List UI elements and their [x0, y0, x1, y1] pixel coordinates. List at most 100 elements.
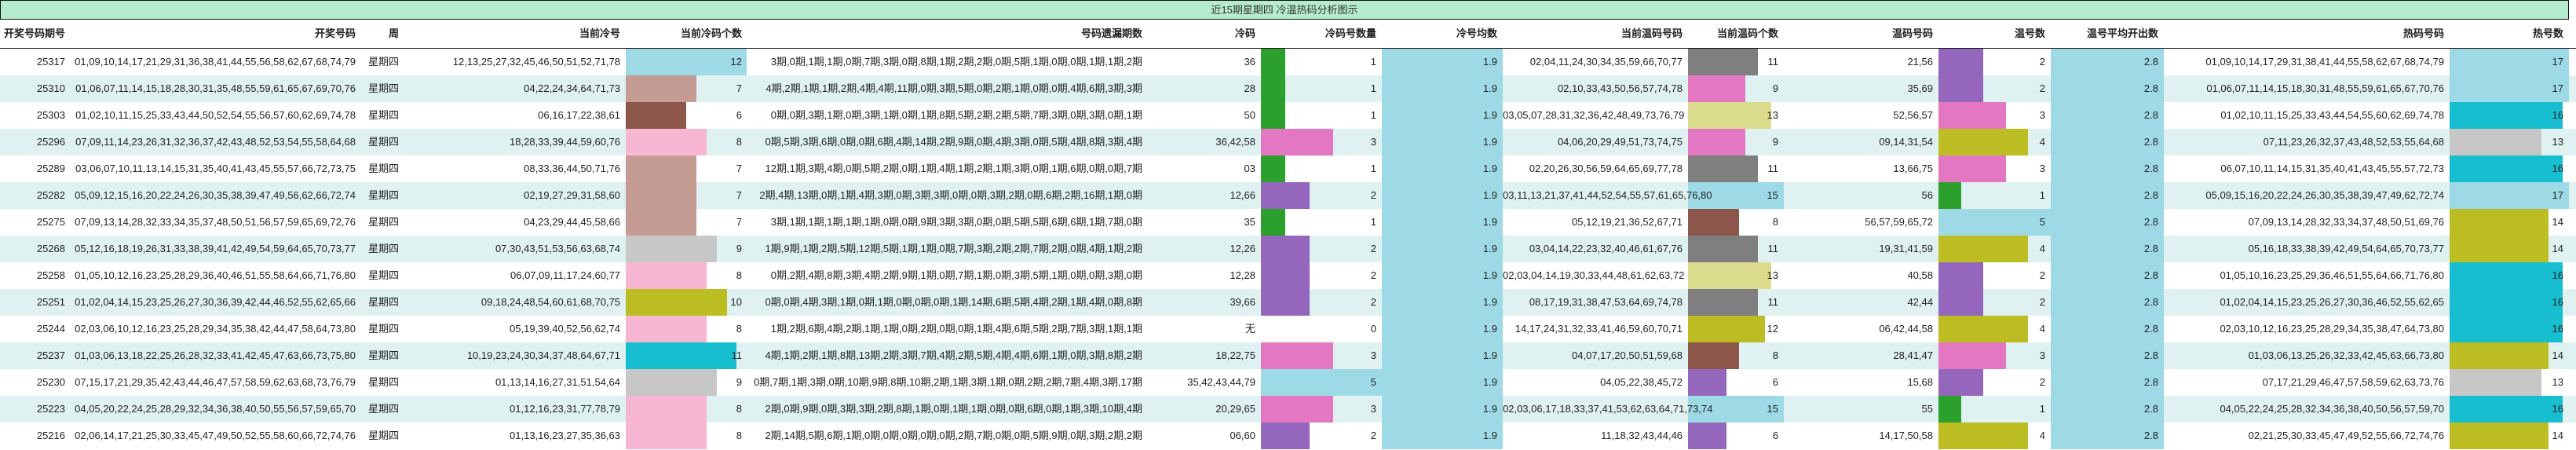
cold-numbers-cell: 09,18,24,48,54,60,61,68,70,75 — [404, 289, 626, 316]
weekday-cell: 星期四 — [361, 262, 404, 289]
warm-count-value: 11 — [1767, 296, 1779, 308]
warm-avg-cell: 2.8 — [2051, 236, 2164, 262]
warm-avg-cell: 2.8 — [2051, 396, 2164, 423]
warm-count-bar — [1688, 289, 1758, 316]
warm-code-count-value: 4 — [2039, 430, 2045, 441]
issue-value: 25230 — [36, 376, 65, 388]
hot-numbers-cell: 07,17,21,29,46,47,57,58,59,62,63,73,76 — [2164, 369, 2450, 396]
hot-count-cell: 16 — [2450, 396, 2569, 423]
cold-code-count-value: 1 — [1370, 216, 1376, 228]
cold-code-count-value: 3 — [1370, 136, 1376, 148]
cold-code-count-cell: 5 — [1261, 369, 1382, 396]
cold-avg-cell: 1.9 — [1382, 262, 1503, 289]
issue-cell: 25317 — [0, 49, 71, 75]
warm-code-count-cell: 2 — [1938, 75, 2051, 102]
cold-numbers-value: 01,13,14,16,27,31,51,54,64 — [495, 376, 620, 388]
cold-numbers-cell: 12,13,25,27,32,45,46,50,51,52,71,78 — [404, 49, 626, 75]
hot-count-value: 16 — [2552, 296, 2563, 308]
table-row: 25216 02,06,14,17,21,25,30,33,45,47,49,50… — [0, 423, 2576, 449]
warm-code-count-value: 2 — [2039, 82, 2045, 94]
warm-count-bar — [1688, 129, 1745, 155]
warm-avg-value: 2.8 — [2143, 243, 2158, 254]
cold-count-cell: 8 — [626, 423, 747, 449]
table-header: 开奖号码期号 开奖号码 周 当前冷号 当前冷码个数 号码遗漏期数 冷码 冷码号数量 冷号均数 当前… — [0, 20, 2576, 49]
warm-count-value: 15 — [1767, 403, 1778, 415]
warm-avg-bar — [2051, 182, 2164, 209]
warm-count-value: 11 — [1767, 243, 1779, 254]
omission-cell: 12期,1期,3期,4期,0期,5期,2期,0期,1期,4期,1期,2期,1期,… — [747, 155, 1148, 182]
weekday-value: 星期四 — [367, 376, 399, 388]
weekday-value: 星期四 — [367, 216, 399, 228]
cold-code-count-value: 1 — [1370, 82, 1376, 94]
weekday-value: 星期四 — [367, 136, 399, 148]
warm-code-cell: 55 — [1784, 396, 1938, 423]
cold-avg-value: 1.9 — [1482, 109, 1497, 121]
warm-avg-value: 2.8 — [2143, 323, 2158, 335]
hot-numbers-cell: 01,06,07,11,14,15,18,30,31,48,55,59,61,6… — [2164, 75, 2450, 102]
cold-code-cell: 28 — [1148, 75, 1261, 102]
warm-code-count-bar — [1938, 182, 1961, 209]
cold-code-cell: 12,28 — [1148, 262, 1261, 289]
warm-code-cell: 06,42,44,58 — [1784, 316, 1938, 342]
hot-count-cell: 16 — [2450, 102, 2569, 129]
warm-avg-value: 2.8 — [2143, 349, 2158, 361]
column-header-warm-count: 当前温码个数 — [1716, 27, 1778, 39]
issue-cell: 25251 — [0, 289, 71, 316]
warm-code-cell: 40,58 — [1784, 262, 1938, 289]
warm-count-value: 13 — [1767, 109, 1778, 121]
warm-avg-value: 2.8 — [2143, 136, 2158, 148]
cold-avg-value: 1.9 — [1482, 56, 1497, 68]
warm-count-bar — [1688, 369, 1726, 396]
cold-code-count-bar — [1261, 182, 1310, 209]
cold-avg-bar — [1382, 289, 1503, 316]
cold-code-count-value: 2 — [1370, 296, 1376, 308]
cold-code-count-value: 2 — [1370, 189, 1376, 201]
hot-count-cell: 13 — [2450, 369, 2569, 396]
issue-cell: 25296 — [0, 129, 71, 155]
cold-count-value: 7 — [736, 216, 742, 228]
cold-code-cell: 36 — [1148, 49, 1261, 75]
column-header-warm-avg: 温号平均开出数 — [2086, 27, 2158, 39]
warm-count-bar — [1688, 182, 1784, 209]
numbers-value: 04,05,20,22,24,25,28,29,32,34,36,38,40,5… — [75, 403, 356, 415]
cold-avg-bar — [1382, 49, 1503, 75]
cold-numbers-cell: 07,30,43,51,53,56,63,68,74 — [404, 236, 626, 262]
warm-avg-cell: 2.8 — [2051, 102, 2164, 129]
warm-avg-value: 2.8 — [2143, 269, 2158, 281]
cold-code-value: 35 — [1244, 216, 1255, 228]
weekday-value: 星期四 — [367, 269, 399, 281]
weekday-cell: 星期四 — [361, 49, 404, 75]
hot-numbers-value: 01,03,06,13,25,26,32,33,42,45,63,66,73,8… — [2248, 349, 2444, 361]
warm-numbers-cell: 05,12,19,21,36,52,67,71 — [1503, 209, 1688, 236]
warm-numbers-value: 08,17,19,31,38,47,53,64,69,74,78 — [1529, 296, 1683, 308]
cold-count-value: 12 — [730, 56, 742, 68]
cold-code-cell: 20,29,65 — [1148, 396, 1261, 423]
hot-count-bar — [2450, 369, 2541, 396]
omission-value: 3期,1期,1期,1期,1期,1期,0期,0期,9期,3期,3期,0期,0期,5… — [770, 216, 1142, 228]
issue-value: 25317 — [36, 56, 65, 68]
table-row: 25268 05,12,16,18,19,26,31,33,38,39,41,42… — [0, 236, 2576, 262]
table-row: 25244 02,03,06,10,12,16,23,25,28,29,34,35… — [0, 316, 2576, 342]
cold-count-cell: 7 — [626, 155, 747, 182]
cold-avg-value: 1.9 — [1482, 82, 1497, 94]
table-row: 25258 01,05,10,12,16,23,25,28,29,36,40,46… — [0, 262, 2576, 289]
warm-count-value: 6 — [1772, 430, 1778, 441]
hot-count-bar — [2450, 316, 2563, 342]
warm-avg-cell: 2.8 — [2051, 182, 2164, 209]
hot-numbers-value: 01,02,04,14,15,23,25,26,27,30,36,46,52,5… — [2220, 296, 2444, 308]
omission-cell: 0期,0期,3期,1期,0期,3期,1期,0期,1期,8期,5期,2期,2期,5… — [747, 102, 1148, 129]
numbers-value: 05,12,16,18,19,26,31,33,38,39,41,42,49,5… — [75, 243, 356, 254]
table-row: 25310 01,06,07,11,14,15,18,28,30,31,35,48… — [0, 75, 2576, 102]
warm-numbers-cell: 02,03,04,14,19,30,33,44,48,61,62,63,72 — [1503, 262, 1688, 289]
warm-avg-bar — [2051, 262, 2164, 289]
warm-numbers-cell: 11,18,32,43,44,46 — [1503, 423, 1688, 449]
weekday-cell: 星期四 — [361, 342, 404, 369]
weekday-cell: 星期四 — [361, 182, 404, 209]
warm-count-bar — [1688, 49, 1758, 75]
weekday-cell: 星期四 — [361, 75, 404, 102]
cold-code-count-value: 2 — [1370, 430, 1376, 441]
warm-numbers-value: 03,04,14,22,23,32,40,46,61,67,76 — [1529, 243, 1683, 254]
hot-count-value: 16 — [2552, 269, 2563, 281]
cold-avg-value: 1.9 — [1482, 216, 1497, 228]
warm-code-count-value: 3 — [2039, 349, 2045, 361]
